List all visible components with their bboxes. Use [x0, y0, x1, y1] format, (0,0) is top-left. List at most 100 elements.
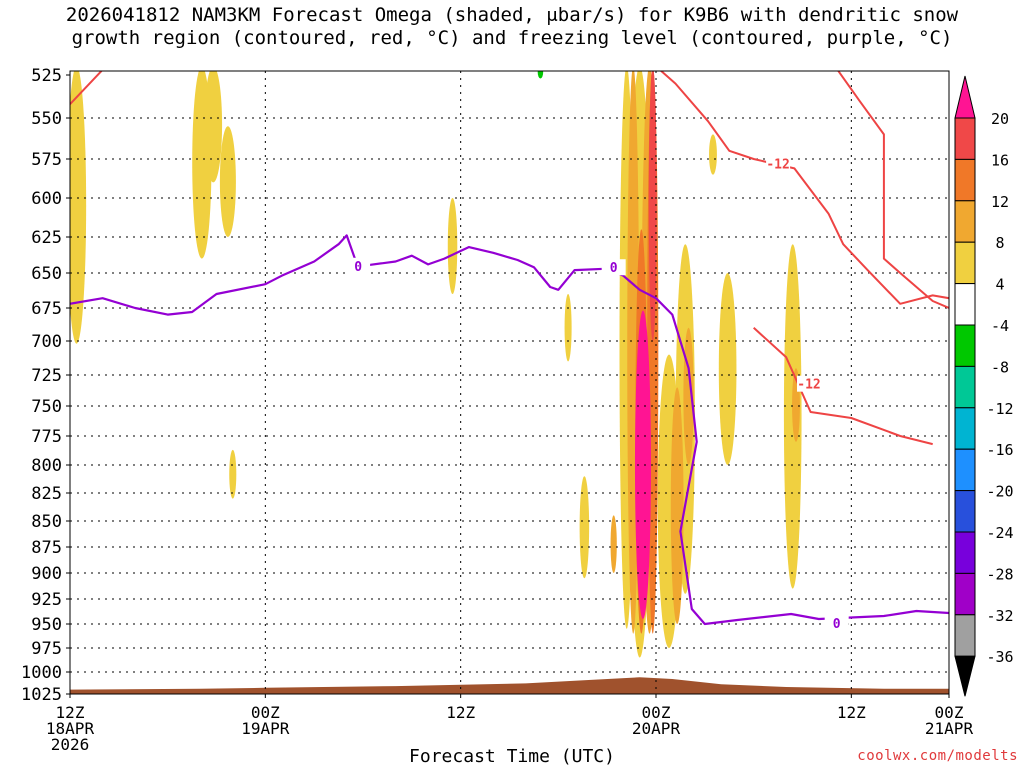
chart-title: 2026041812 NAM3KM Forecast Omega (shaded… — [0, 4, 1024, 50]
x-tick-label: 12Z — [56, 703, 85, 722]
x-axis-label: Forecast Time (UTC) — [409, 746, 615, 767]
omega-feature — [586, 142, 592, 214]
credit-text: coolwx.com/modelts — [857, 748, 1018, 764]
colorbar-label: 16 — [991, 151, 1009, 169]
y-tick-label: 725 — [31, 366, 62, 386]
colorbar-swatch — [954, 448, 976, 492]
y-axis: 525 550 575 600 625 650 675 700 725 750 775 800 825 8… — [21, 66, 70, 705]
omega-feature — [70, 71, 87, 344]
colorbar-label: -8 — [991, 358, 1009, 376]
x-tick-label: 00Z — [642, 703, 671, 722]
colorbar-label: -32 — [986, 607, 1013, 625]
colorbar-swatch — [954, 158, 976, 202]
omega-feature — [648, 71, 657, 341]
freezing-level-contour — [70, 234, 949, 626]
omega-feature — [697, 71, 710, 183]
omega-feature — [670, 387, 684, 624]
freezing-label-3-bg — [824, 615, 849, 631]
title-line-2: growth region (contoured, red, °C) and f… — [71, 27, 953, 49]
colorbar-swatch — [954, 324, 976, 367]
omega-feature — [229, 449, 237, 499]
omega-shading — [70, 71, 802, 658]
colorbar-swatch — [954, 283, 976, 326]
x-tick-label: 21APR — [925, 719, 974, 738]
x-tick-label: 20APR — [632, 719, 681, 738]
colorbar-swatch — [954, 490, 976, 533]
omega-feature — [219, 126, 236, 237]
y-tick-label: 975 — [31, 639, 62, 659]
y-tick-label: 900 — [31, 564, 62, 584]
plot-frame — [69, 70, 950, 695]
x-tick-label: 19APR — [241, 719, 290, 738]
colorbar-swatch — [954, 531, 976, 574]
y-tick-label: 575 — [31, 150, 62, 170]
omega-feature — [446, 436, 452, 471]
terrain-fill — [70, 677, 949, 694]
y-tick-label: 800 — [31, 456, 62, 476]
y-tick-label: 1025 — [21, 685, 62, 705]
omega-feature — [718, 273, 737, 465]
grid — [70, 71, 949, 694]
omega-feature — [537, 71, 544, 79]
omega-feature — [579, 476, 590, 579]
colorbar-label: 20 — [991, 110, 1009, 128]
y-tick-label: 650 — [31, 264, 62, 284]
dgz-contour-upper — [659, 71, 949, 305]
colorbar: 20 16 12 8 4 -4 -8 -12 -16 -20 -24 -28 -32 -36 — [954, 75, 1014, 697]
colorbar-label: 12 — [991, 193, 1009, 211]
dgz-label-1: -12 — [766, 158, 789, 173]
freezing-label-3: 0 — [833, 617, 841, 632]
dgz-contour-left — [70, 71, 103, 105]
y-tick-label: 600 — [31, 189, 62, 209]
freezing-label-2: 0 — [610, 261, 618, 276]
y-tick-label: 825 — [31, 484, 62, 504]
freezing-label-2-bg — [601, 259, 626, 276]
colorbar-swatch — [954, 200, 976, 243]
y-tick-label: 550 — [31, 109, 62, 129]
colorbar-swatch — [954, 407, 976, 450]
omega-feature — [634, 310, 651, 619]
y-tick-label: 625 — [31, 228, 62, 248]
y-tick-label: 675 — [31, 299, 62, 319]
colorbar-bottom-arrow — [954, 655, 976, 697]
colorbar-label: 8 — [995, 234, 1004, 252]
y-tick-label: 700 — [31, 332, 62, 352]
x-tick-label: 2026 — [51, 735, 90, 754]
colorbar-label: -16 — [986, 441, 1013, 459]
terrain — [70, 677, 949, 694]
dgz-label-2: -12 — [797, 378, 820, 393]
colorbar-top-arrow — [954, 75, 976, 119]
colorbar-label: -12 — [986, 400, 1013, 418]
y-tick-label: 1000 — [21, 663, 62, 683]
x-tick-label: 00Z — [251, 703, 280, 722]
omega-feature — [709, 134, 717, 175]
y-tick-label: 850 — [31, 512, 62, 532]
omega-feature — [204, 71, 223, 183]
x-tick-label: 18APR — [46, 719, 95, 738]
omega-feature — [447, 198, 458, 294]
colorbar-swatch — [954, 614, 976, 657]
colorbar-label: -20 — [986, 483, 1013, 501]
dgz-label-1-bg — [766, 155, 791, 172]
x-tick-label: 12Z — [837, 703, 866, 722]
omega-feature — [215, 609, 221, 629]
y-tick-label: 925 — [31, 590, 62, 610]
colorbar-label: -28 — [986, 565, 1013, 583]
omega-feature — [542, 71, 552, 118]
freezing-label-1: 0 — [354, 260, 362, 275]
colorbar-label: -4 — [991, 317, 1009, 335]
y-tick-label: 750 — [31, 397, 62, 417]
colorbar-label: 4 — [995, 276, 1004, 294]
y-tick-label: 875 — [31, 538, 62, 558]
dgz-label-2-bg — [797, 375, 822, 392]
x-tick-label: 12Z — [446, 703, 475, 722]
y-tick-label: 775 — [31, 427, 62, 447]
title-line-1: 2026041812 NAM3KM Forecast Omega (shaded… — [65, 4, 959, 26]
freezing-label-1-bg — [346, 257, 371, 274]
colorbar-label: -24 — [986, 524, 1013, 542]
omega-feature — [564, 294, 572, 362]
dgz-contour-mid — [837, 71, 949, 309]
contours: -12 -12 0 0 0 — [70, 71, 949, 632]
